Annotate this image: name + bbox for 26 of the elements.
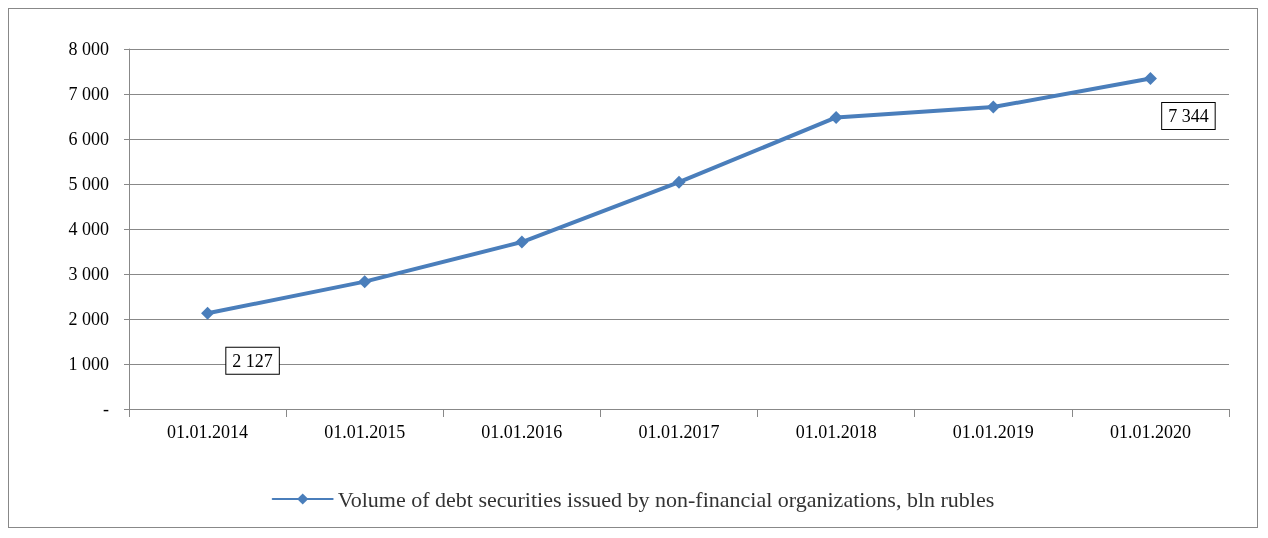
y-tick-label: 1 000: [68, 354, 109, 374]
y-tick-label: 2 000: [68, 309, 109, 329]
y-tick-label: 8 000: [68, 39, 109, 59]
point: [358, 275, 372, 289]
x-tick-label: 01.01.2020: [1109, 422, 1191, 442]
point: [829, 110, 843, 124]
point: [201, 306, 215, 320]
data-label: 2 127: [232, 350, 273, 371]
legend-label: Volume of debt securities issued by non-financial organizations, bln rubles: [337, 486, 995, 512]
x-tick-label: 01.01.2015: [324, 422, 406, 442]
x-tick-label: 01.01.2014: [167, 422, 249, 442]
point: [515, 235, 529, 249]
y-tick-label: -: [103, 399, 109, 419]
point: [1143, 72, 1157, 86]
y-tick-label: 3 000: [68, 264, 109, 284]
point: [986, 100, 1000, 114]
x-tick-label: 01.01.2019: [952, 422, 1034, 442]
y-tick-label: 4 000: [68, 219, 109, 239]
point: [672, 175, 686, 189]
y-tick-label: 5 000: [68, 174, 109, 194]
x-tick-label: 01.01.2018: [795, 422, 877, 442]
y-tick-label: 7 000: [68, 84, 109, 104]
y-tick-label: 6 000: [68, 129, 109, 149]
x-tick-label: 01.01.2016: [481, 422, 563, 442]
x-tick-label: 01.01.2017: [638, 422, 720, 442]
data-label: 7 344: [1168, 106, 1209, 127]
